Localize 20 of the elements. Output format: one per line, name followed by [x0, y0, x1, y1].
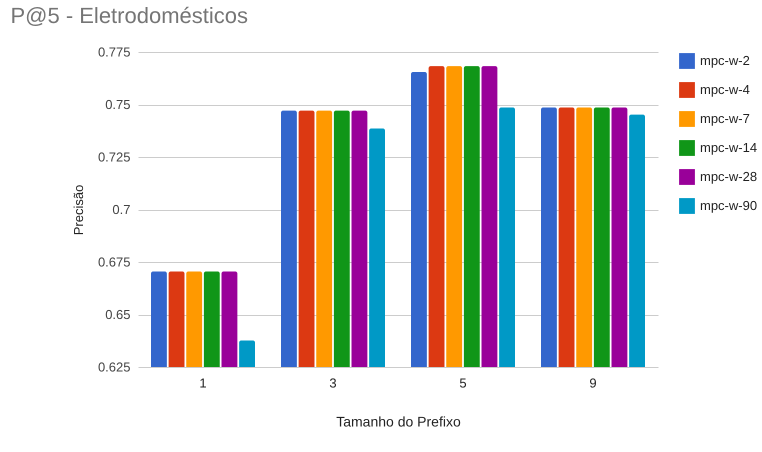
x-tick-label: 1 [199, 376, 207, 390]
legend-label: mpc-w-7 [700, 111, 750, 126]
legend-label: mpc-w-28 [700, 169, 758, 184]
x-tick-label: 3 [329, 376, 337, 390]
y-tick-label: 0.65 [105, 307, 130, 322]
legend-label: mpc-w-2 [700, 53, 750, 68]
chart-title: P@5 - Eletrodomésticos [10, 3, 248, 28]
y-tick-label: 0.625 [98, 360, 130, 374]
y-tick-label: 0.7 [112, 202, 130, 217]
y-tick-label: 0.75 [105, 97, 130, 112]
legend-label: mpc-w-4 [700, 82, 750, 97]
y-tick-label: 0.675 [98, 254, 130, 270]
x-tick-label: 5 [459, 376, 467, 390]
y-tick-label: 0.725 [98, 150, 130, 164]
legend-label: mpc-w-90 [700, 198, 758, 213]
y-tick-label: 0.775 [98, 44, 130, 60]
legend-label: mpc-w-14 [700, 140, 758, 155]
x-axis-title: Tamanho do Prefixo [336, 414, 461, 430]
x-tick-label: 9 [589, 376, 597, 390]
y-axis-title: Precisão [70, 184, 86, 236]
